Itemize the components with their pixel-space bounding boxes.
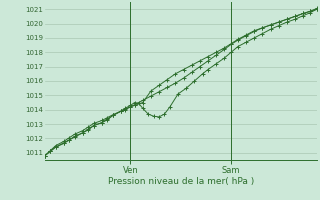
X-axis label: Pression niveau de la mer( hPa ): Pression niveau de la mer( hPa ) [108, 177, 254, 186]
